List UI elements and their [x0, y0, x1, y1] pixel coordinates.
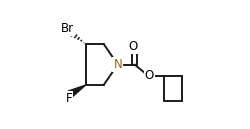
Text: O: O: [144, 69, 154, 82]
Polygon shape: [68, 85, 85, 97]
Text: Br: Br: [61, 22, 74, 35]
Text: F: F: [65, 92, 72, 104]
Text: N: N: [113, 58, 122, 71]
Text: O: O: [128, 40, 137, 53]
